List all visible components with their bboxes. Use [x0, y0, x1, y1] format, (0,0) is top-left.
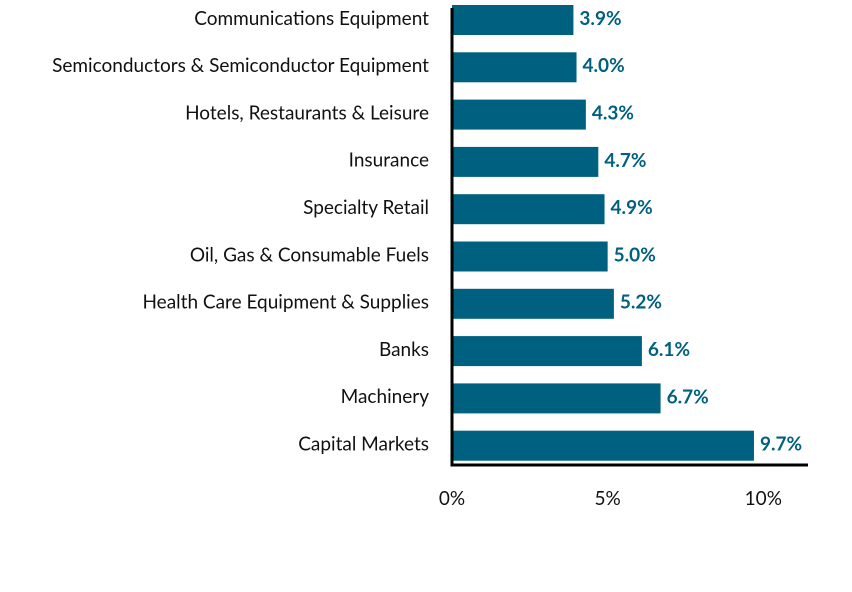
bar — [452, 5, 574, 35]
bar — [452, 383, 661, 414]
value-label: 4.9% — [611, 196, 653, 219]
x-tick-label: 5% — [595, 487, 621, 510]
value-label: 4.0% — [583, 54, 625, 77]
y-tick-label: Specialty Retail — [303, 196, 429, 219]
y-tick-label: Semiconductors & Semiconductor Equipment — [52, 54, 429, 77]
bar — [452, 146, 599, 177]
y-tick-label: Machinery — [341, 385, 430, 408]
value-label: 6.7% — [667, 385, 709, 408]
y-tick-label: Communications Equipment — [194, 7, 429, 30]
x-tick-label: 10% — [745, 487, 782, 510]
bar — [452, 336, 642, 367]
value-label: 6.1% — [648, 338, 690, 361]
y-tick-label: Oil, Gas & Consumable Fuels — [190, 243, 429, 266]
y-tick-label: Hotels, Restaurants & Leisure — [185, 101, 429, 124]
value-label: 4.3% — [592, 101, 634, 124]
y-tick-label: Banks — [379, 338, 429, 361]
value-label: 5.2% — [620, 291, 662, 314]
value-label: 5.0% — [614, 243, 656, 266]
value-label: 3.9% — [579, 7, 621, 30]
bar — [452, 99, 586, 130]
x-tick-label: 0% — [439, 487, 465, 510]
bar — [452, 241, 608, 272]
value-label: 4.7% — [604, 149, 646, 172]
y-tick-label: Capital Markets — [298, 433, 429, 456]
bar — [452, 430, 754, 461]
bar — [452, 288, 614, 319]
y-tick-label: Health Care Equipment & Supplies — [142, 291, 429, 314]
bar — [452, 194, 605, 225]
value-label: 9.7% — [760, 433, 802, 456]
y-tick-label: Insurance — [349, 149, 429, 172]
bar — [452, 52, 577, 83]
